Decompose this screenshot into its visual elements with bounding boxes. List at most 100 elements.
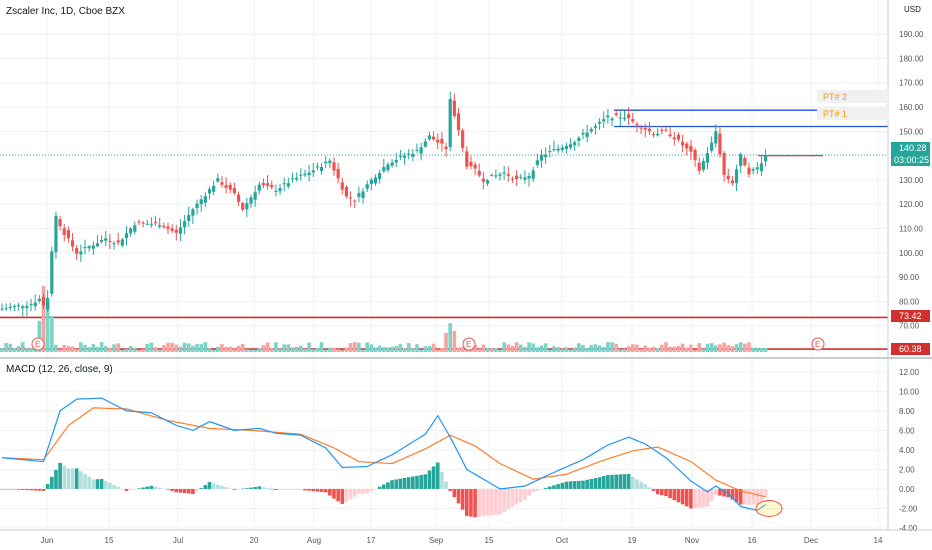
candle-body[interactable] xyxy=(490,174,494,176)
candle-body[interactable] xyxy=(564,145,568,149)
candle-body[interactable] xyxy=(124,233,129,238)
candle-body[interactable] xyxy=(141,222,145,224)
candle-body[interactable] xyxy=(253,192,257,200)
candle-body[interactable] xyxy=(440,138,444,144)
candle-body[interactable] xyxy=(581,132,585,135)
candle-body[interactable] xyxy=(66,230,70,239)
candle-body[interactable] xyxy=(432,136,436,140)
candle-body[interactable] xyxy=(531,170,535,179)
candle-body[interactable] xyxy=(415,149,419,151)
candle-body[interactable] xyxy=(278,188,282,192)
candle-body[interactable] xyxy=(12,306,17,308)
candle-body[interactable] xyxy=(398,156,402,158)
candle-body[interactable] xyxy=(207,189,212,194)
candle-body[interactable] xyxy=(303,173,307,176)
candle-body[interactable] xyxy=(241,203,245,210)
candle-body[interactable] xyxy=(622,117,627,119)
candle-body[interactable] xyxy=(282,183,286,185)
candle-body[interactable] xyxy=(319,166,324,172)
candle-body[interactable] xyxy=(212,185,216,192)
candle-body[interactable] xyxy=(332,162,336,171)
candle-body[interactable] xyxy=(523,177,527,180)
candle-body[interactable] xyxy=(676,134,681,140)
candle-body[interactable] xyxy=(610,118,614,121)
candle-body[interactable] xyxy=(448,99,452,147)
candle-body[interactable] xyxy=(311,170,315,173)
candle-body[interactable] xyxy=(456,113,461,131)
candle-body[interactable] xyxy=(689,146,693,152)
candle-body[interactable] xyxy=(145,223,149,225)
candle-body[interactable] xyxy=(232,187,236,194)
candle-body[interactable] xyxy=(83,247,87,249)
candle-body[interactable] xyxy=(373,177,378,184)
candle-body[interactable] xyxy=(228,184,232,190)
candle-body[interactable] xyxy=(41,296,46,306)
candle-body[interactable] xyxy=(710,142,714,151)
candle-body[interactable] xyxy=(203,196,207,203)
candles[interactable] xyxy=(0,91,768,317)
candle-body[interactable] xyxy=(444,146,448,150)
candle-body[interactable] xyxy=(407,153,411,155)
candle-body[interactable] xyxy=(257,184,261,191)
candle-body[interactable] xyxy=(75,248,79,254)
candle-body[interactable] xyxy=(693,150,697,161)
candle-body[interactable] xyxy=(382,167,386,172)
candle-body[interactable] xyxy=(498,174,502,176)
candle-body[interactable] xyxy=(224,184,228,188)
candle-body[interactable] xyxy=(274,190,278,192)
candle-body[interactable] xyxy=(527,175,531,179)
earnings-marker-2[interactable]: E xyxy=(462,337,476,351)
candle-body[interactable] xyxy=(37,298,41,302)
candle-body[interactable] xyxy=(266,183,270,186)
macd-highlight-ellipse[interactable] xyxy=(755,499,783,517)
candle-body[interactable] xyxy=(502,172,506,174)
candle-body[interactable] xyxy=(664,129,668,131)
candle-body[interactable] xyxy=(411,153,415,157)
candle-body[interactable] xyxy=(552,149,556,151)
candle-body[interactable] xyxy=(170,228,174,231)
candle-body[interactable] xyxy=(195,203,199,208)
candle-body[interactable] xyxy=(183,221,187,228)
candle-body[interactable] xyxy=(681,141,685,146)
candle-body[interactable] xyxy=(344,186,349,197)
candle-body[interactable] xyxy=(112,243,116,245)
candle-body[interactable] xyxy=(647,128,651,132)
candle-body[interactable] xyxy=(361,191,365,199)
candle-body[interactable] xyxy=(726,175,730,180)
candle-body[interactable] xyxy=(481,178,485,182)
candle-body[interactable] xyxy=(353,200,357,202)
candle-body[interactable] xyxy=(365,184,369,189)
candle-body[interactable] xyxy=(270,185,274,188)
candle-body[interactable] xyxy=(29,304,33,306)
candle-body[interactable] xyxy=(519,176,523,178)
candle-body[interactable] xyxy=(485,180,490,184)
candle-body[interactable] xyxy=(668,134,672,137)
candle-body[interactable] xyxy=(70,240,75,247)
candle-body[interactable] xyxy=(672,137,676,140)
candle-body[interactable] xyxy=(133,225,137,232)
candle-body[interactable] xyxy=(120,239,124,246)
candle-body[interactable] xyxy=(386,164,390,171)
candle-body[interactable] xyxy=(656,133,660,136)
candle-body[interactable] xyxy=(295,177,299,180)
candle-body[interactable] xyxy=(701,161,705,170)
candle-body[interactable] xyxy=(162,225,166,228)
candle-body[interactable] xyxy=(153,222,158,224)
candle-body[interactable] xyxy=(747,167,751,175)
candle-body[interactable] xyxy=(336,168,340,179)
candle-body[interactable] xyxy=(369,179,373,185)
candle-body[interactable] xyxy=(307,172,311,175)
candle-body[interactable] xyxy=(178,227,183,234)
earnings-marker-3[interactable]: E xyxy=(811,337,825,351)
candle-body[interactable] xyxy=(95,243,100,247)
candle-body[interactable] xyxy=(510,178,515,180)
candle-body[interactable] xyxy=(87,246,91,249)
candle-body[interactable] xyxy=(91,245,95,249)
candle-body[interactable] xyxy=(390,162,394,166)
candle-body[interactable] xyxy=(568,144,573,148)
candle-body[interactable] xyxy=(17,305,21,307)
pt1-label[interactable]: PT# 1 xyxy=(817,107,889,120)
candle-body[interactable] xyxy=(515,175,519,179)
candle-body[interactable] xyxy=(315,166,319,168)
candle-body[interactable] xyxy=(593,125,598,128)
